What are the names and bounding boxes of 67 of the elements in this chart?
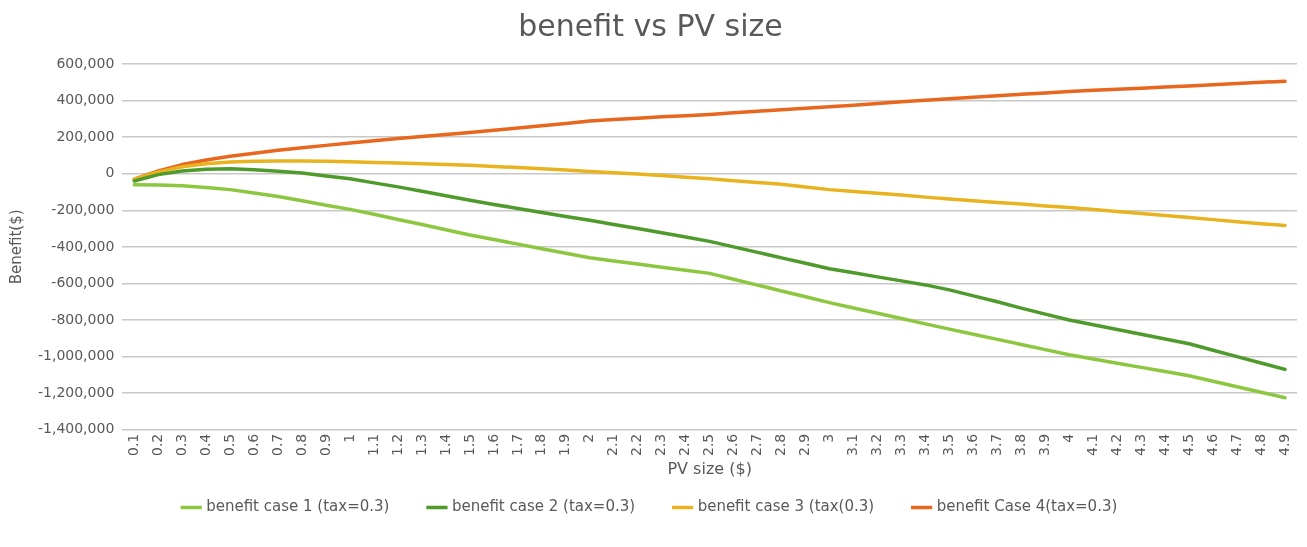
y-tick-label: -200,000 xyxy=(51,200,115,217)
x-tick-label: 4.6 xyxy=(1203,433,1220,456)
x-tick-label: 2.3 xyxy=(652,433,669,456)
y-tick-label: 200,000 xyxy=(56,127,115,144)
y-tick-label: -400,000 xyxy=(51,237,115,254)
x-tick-label: 1.8 xyxy=(532,433,549,456)
x-tick-label: 4.7 xyxy=(1227,433,1244,456)
y-tick-label: -1,000,000 xyxy=(37,347,115,364)
x-tick-label: 2.8 xyxy=(772,433,789,456)
x-tick-label: 3.7 xyxy=(987,433,1004,456)
legend-label: benefit case 2 (tax=0.3) xyxy=(451,497,636,516)
x-tick-label: 0.2 xyxy=(148,433,165,456)
x-tick-label: 1.5 xyxy=(460,433,477,456)
x-tick-label: 1.7 xyxy=(508,433,525,456)
x-tick-label: 2.5 xyxy=(700,433,717,456)
x-tick-label: 1.9 xyxy=(556,433,573,456)
x-tick-label: 0.9 xyxy=(316,433,333,456)
x-tick-label: 1.2 xyxy=(388,433,405,456)
x-tick-label: 1.4 xyxy=(436,433,453,456)
x-tick-label: 0.7 xyxy=(268,433,285,456)
x-tick-label: 0.1 xyxy=(124,433,141,456)
x-axis-title: PV size ($) xyxy=(667,459,752,479)
x-tick-label: 1 xyxy=(340,433,357,443)
x-tick-label: 4.2 xyxy=(1107,433,1124,456)
x-tick-label: 1.3 xyxy=(412,433,429,456)
y-tick-label: -600,000 xyxy=(51,274,115,291)
x-tick-label: 3.1 xyxy=(844,433,861,456)
x-tick-label: 4.3 xyxy=(1131,433,1148,456)
x-tick-label: 0.8 xyxy=(292,433,309,456)
y-axis-title: Benefit($) xyxy=(6,209,25,285)
x-tick-label: 4.8 xyxy=(1251,433,1268,456)
x-tick-label: 2.7 xyxy=(748,433,765,456)
y-tick-label: -800,000 xyxy=(51,310,115,327)
x-tick-label: 2.6 xyxy=(724,433,741,456)
x-tick-label: 4 xyxy=(1059,433,1076,443)
x-tick-label: 3.3 xyxy=(892,433,909,456)
legend-label: benefit Case 4(tax=0.3) xyxy=(936,497,1118,516)
x-tick-label: 2.2 xyxy=(628,433,645,456)
chart-title: benefit vs PV size xyxy=(518,7,783,43)
y-tick-label: -1,200,000 xyxy=(37,383,115,400)
x-tick-label: 1.1 xyxy=(364,433,381,456)
x-tick-label: 2.1 xyxy=(604,433,621,456)
legend-label: benefit case 3 (tax(0.3) xyxy=(697,497,875,516)
x-tick-label: 0.6 xyxy=(244,433,261,456)
x-tick-label: 0.5 xyxy=(220,433,237,456)
x-tick-label: 0.4 xyxy=(196,433,213,456)
x-tick-label: 2.9 xyxy=(796,433,813,456)
x-tick-label: 3.2 xyxy=(868,433,885,456)
x-tick-label: 2.4 xyxy=(676,433,693,456)
x-tick-label: 3.6 xyxy=(964,433,980,456)
x-tick-label: 3.9 xyxy=(1035,433,1052,456)
x-tick-label: 1.6 xyxy=(484,433,501,456)
x-tick-label: 3.8 xyxy=(1011,433,1028,456)
x-tick-label: 0.3 xyxy=(172,433,189,456)
x-tick-label: 3.4 xyxy=(916,433,933,456)
legend-label: benefit case 1 (tax=0.3) xyxy=(206,497,390,516)
x-tick-label: 4.5 xyxy=(1179,433,1196,456)
y-tick-label: -1,400,000 xyxy=(37,420,115,437)
y-tick-label: 600,000 xyxy=(56,54,115,71)
x-tick-label: 4.9 xyxy=(1275,433,1292,456)
x-tick-label: 3.5 xyxy=(940,433,957,456)
x-tick-label: 4.1 xyxy=(1083,433,1100,456)
y-tick-label: 400,000 xyxy=(56,91,115,108)
x-tick-label: 3 xyxy=(820,433,837,443)
x-tick-label: 4.4 xyxy=(1155,433,1172,456)
y-tick-label: 0 xyxy=(105,164,115,181)
x-tick-label: 2 xyxy=(580,433,597,443)
